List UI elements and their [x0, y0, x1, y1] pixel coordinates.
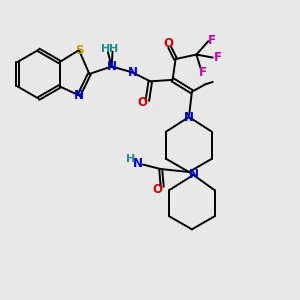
- Text: O: O: [163, 37, 173, 50]
- Text: N: N: [128, 66, 137, 79]
- Text: N: N: [74, 89, 84, 102]
- Text: H: H: [109, 44, 119, 54]
- Text: F: F: [199, 66, 207, 79]
- Text: O: O: [153, 183, 163, 196]
- Text: N: N: [107, 60, 117, 73]
- Text: F: F: [214, 51, 221, 64]
- Text: N: N: [133, 157, 142, 169]
- Text: H: H: [126, 154, 136, 164]
- Text: N: N: [184, 110, 194, 124]
- Text: H: H: [101, 44, 110, 54]
- Text: N: N: [188, 169, 198, 182]
- Text: S: S: [75, 44, 83, 57]
- Text: O: O: [137, 96, 147, 109]
- Text: F: F: [208, 34, 216, 47]
